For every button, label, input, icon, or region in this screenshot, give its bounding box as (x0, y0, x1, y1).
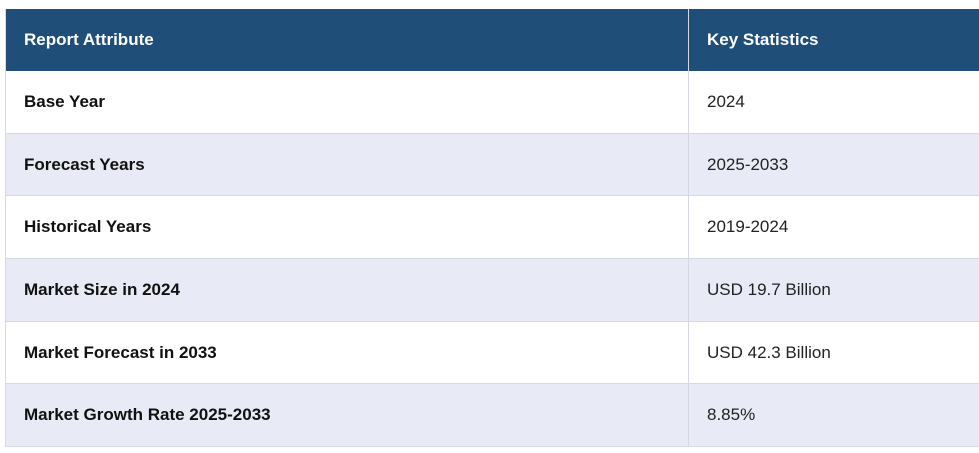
attribute-cell: Market Size in 2024 (6, 259, 689, 321)
value-cell: 8.85% (707, 405, 756, 425)
attribute-cell: Historical Years (6, 196, 689, 259)
stats-table: Report Attribute Key Statistics Base Yea… (5, 9, 979, 448)
value-cell: USD 19.7 Billion (707, 279, 831, 299)
attribute-cell: Base Year (6, 71, 689, 133)
attribute-cell: Market Growth Rate 2025-2033 (6, 384, 689, 447)
table-row: Market Forecast in 2033 USD 42.3 Billion (6, 321, 979, 385)
attribute-cell: Market Forecast in 2033 (6, 321, 689, 384)
table-row: Forecast Years 2025-2033 (6, 133, 979, 197)
value-cell: USD 42.3 Billion (707, 342, 831, 362)
header-cell: Report Attribute (6, 9, 689, 71)
table-row: Historical Years 2019-2024 (6, 196, 979, 260)
table-row: Market Size in 2024 USD 19.7 Billion (6, 259, 979, 322)
table-row: Base Year 2024 (6, 71, 979, 134)
attribute-cell: Forecast Years (6, 133, 689, 196)
value-cell: 2024 (707, 91, 745, 111)
value-cell: 2025-2033 (707, 154, 789, 174)
value-cell: 2019-2024 (707, 217, 789, 237)
header-cell: Key Statistics (707, 30, 819, 49)
header-row: Report Attribute Key Statistics (6, 9, 979, 71)
table-row: Market Growth Rate 2025-2033 8.85% (6, 384, 979, 448)
